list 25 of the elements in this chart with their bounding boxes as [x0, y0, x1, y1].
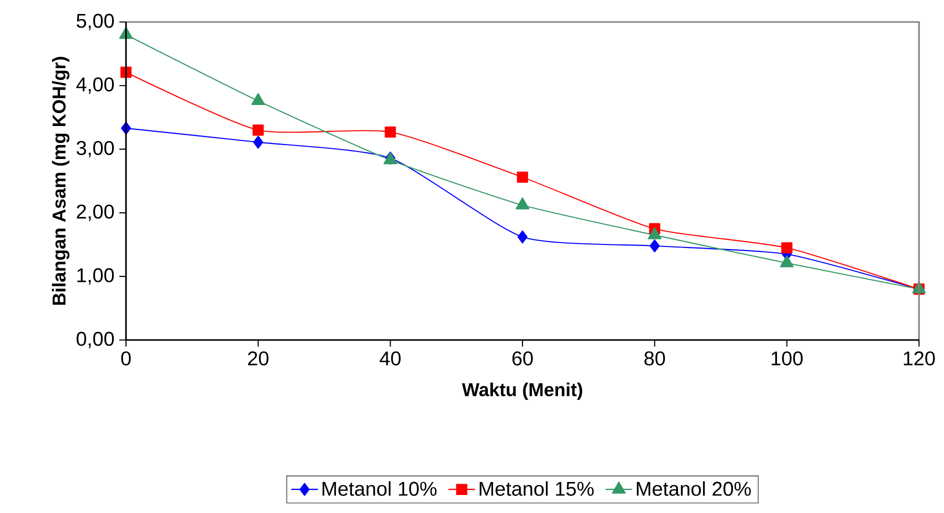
x-tick-label: 60	[512, 351, 533, 366]
y-axis-title: Bilangan Asam (mg KOH/gr)	[52, 56, 70, 305]
legend-label: Metanol 10%	[322, 481, 437, 496]
x-axis-title: Waktu (Menit)	[462, 382, 582, 400]
point	[650, 239, 660, 252]
y-tick-label: 1,00	[77, 268, 114, 285]
x-tick-label: 100	[772, 351, 803, 366]
y-tick-label: 5,00	[76, 14, 114, 30]
point	[781, 242, 792, 254]
point	[384, 126, 396, 138]
x-tick-label: 0	[121, 351, 131, 366]
point	[252, 124, 264, 136]
point	[253, 136, 264, 149]
y-tick-label: 3,00	[76, 140, 114, 158]
x-tick-label: 40	[380, 351, 401, 366]
y-tick-label: 4,00	[76, 77, 114, 94]
legend-label: Metanol 15%	[480, 481, 594, 496]
point	[516, 172, 528, 183]
y-tick-label: 0,00	[76, 332, 114, 348]
x-tick-label: 20	[248, 351, 268, 366]
x-tick-label: 120	[904, 351, 935, 366]
legend-label: Metanol 20%	[636, 481, 751, 496]
point	[517, 230, 528, 244]
y-tick-label: 2,00	[76, 204, 114, 222]
x-tick-label: 80	[644, 351, 665, 366]
